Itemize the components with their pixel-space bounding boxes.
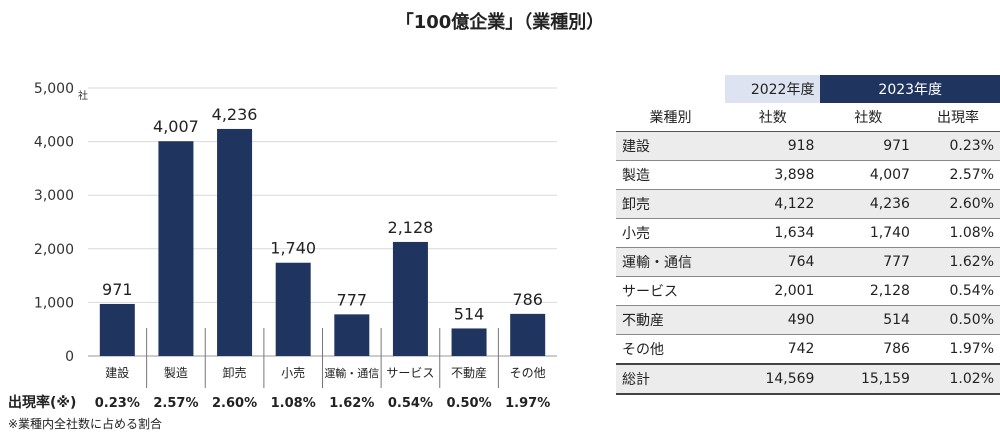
bar-chart: 0 1,000 2,000 3,000 4,000 5,000 社 971 建設 0.23% 4,0… bbox=[8, 81, 557, 411]
table-cell: 971 bbox=[820, 131, 916, 161]
rate-value: 1.08% bbox=[271, 396, 316, 411]
table-cell: 490 bbox=[724, 305, 821, 335]
y-tick-label: 2,000 bbox=[34, 242, 74, 258]
rate-value: 0.23% bbox=[95, 396, 140, 411]
table-cell: 2.57% bbox=[915, 160, 1000, 190]
bar bbox=[451, 328, 487, 356]
table-cell: 0.54% bbox=[915, 276, 1000, 306]
x-tick-label: 建設 bbox=[105, 365, 129, 380]
data-label: 1,740 bbox=[270, 239, 316, 258]
x-tick-label: その他 bbox=[510, 366, 546, 380]
table-cell: 小売 bbox=[616, 218, 725, 248]
x-tick-label: 運輸・通信 bbox=[324, 366, 379, 380]
table-cell: 運輸・通信 bbox=[616, 247, 725, 277]
table-row: 製造 3,898 4,007 2.57% bbox=[616, 160, 1000, 190]
table-row: 小売 1,634 1,740 1.08% bbox=[616, 218, 1000, 248]
data-label: 514 bbox=[454, 304, 485, 323]
x-tick-label: 不動産 bbox=[451, 365, 487, 380]
bar bbox=[217, 128, 253, 356]
table-cell: 製造 bbox=[616, 160, 725, 190]
bar bbox=[334, 314, 370, 356]
table-cell: サービス bbox=[616, 276, 725, 306]
x-tick-label: 小売 bbox=[281, 365, 305, 380]
table-cell: 777 bbox=[820, 247, 916, 277]
rate-value: 2.57% bbox=[153, 396, 198, 411]
column-header: 社数 bbox=[724, 103, 821, 132]
table-cell: 742 bbox=[724, 334, 821, 365]
x-tick-label: 製造 bbox=[164, 366, 188, 380]
table-total-row: 総計 14,569 15,159 1.02% bbox=[616, 363, 1000, 395]
table-cell: 14,569 bbox=[724, 363, 821, 395]
table-row: その他 742 786 1.97% bbox=[616, 334, 1000, 365]
table-cell: 2,001 bbox=[724, 276, 821, 306]
table-cell: 0.50% bbox=[915, 305, 1000, 335]
table-cell: その他 bbox=[616, 334, 725, 365]
table-cell: 2,128 bbox=[820, 276, 916, 306]
table-cell: 3,898 bbox=[724, 160, 821, 190]
table-row: サービス 2,001 2,128 0.54% bbox=[616, 276, 1000, 306]
bar bbox=[99, 303, 135, 356]
x-tick-label: サービス bbox=[386, 366, 434, 380]
table-cell: 15,159 bbox=[820, 363, 916, 395]
table-cell: 1.97% bbox=[915, 334, 1000, 365]
table-cell: 764 bbox=[724, 247, 821, 277]
data-label: 4,236 bbox=[212, 105, 258, 124]
data-label: 777 bbox=[337, 290, 368, 309]
table-row: 建設 918 971 0.23% bbox=[616, 131, 1000, 161]
table-row: 運輸・通信 764 777 1.62% bbox=[616, 247, 1000, 277]
table-cell: 4,236 bbox=[820, 189, 916, 219]
table-cell: 918 bbox=[724, 131, 821, 161]
y-unit-label: 社 bbox=[78, 89, 88, 102]
rate-value: 1.62% bbox=[329, 396, 374, 411]
bar bbox=[158, 141, 194, 356]
table-cell: 不動産 bbox=[616, 305, 725, 335]
table-cell: 卸売 bbox=[616, 189, 725, 219]
bar bbox=[275, 262, 311, 356]
rate-value: 0.50% bbox=[447, 396, 492, 411]
year-2023-header: 2023年度 bbox=[820, 75, 1000, 103]
y-tick-label: 5,000 bbox=[34, 81, 74, 97]
rate-value: 2.60% bbox=[212, 396, 257, 411]
rate-value: 0.54% bbox=[388, 396, 433, 411]
table-cell: 1.02% bbox=[915, 363, 1000, 395]
column-header: 業種別 bbox=[616, 103, 725, 132]
y-tick-label: 1,000 bbox=[34, 295, 74, 311]
data-label: 4,007 bbox=[153, 117, 199, 136]
table-cell: 2.60% bbox=[915, 189, 1000, 219]
table-cell: 4,122 bbox=[724, 189, 821, 219]
y-tick-label: 3,000 bbox=[34, 188, 74, 204]
table-cell: 1.62% bbox=[915, 247, 1000, 277]
table-row: 卸売 4,122 4,236 2.60% bbox=[616, 189, 1000, 219]
table-cell: 786 bbox=[820, 334, 916, 365]
year-2022-header: 2022年度 bbox=[724, 75, 821, 103]
y-tick-label: 4,000 bbox=[34, 135, 74, 151]
table-cell: 総計 bbox=[616, 363, 725, 395]
table-cell: 1,634 bbox=[724, 218, 821, 248]
chart-title: 「100億企業」（業種別） bbox=[395, 12, 605, 33]
table-row: 不動産 490 514 0.50% bbox=[616, 305, 1000, 335]
rate-row-label: 出現率(※) bbox=[8, 394, 76, 411]
data-label: 971 bbox=[102, 280, 133, 299]
table-cell: 建設 bbox=[616, 131, 725, 161]
table-cell: 514 bbox=[820, 305, 916, 335]
data-label: 786 bbox=[512, 290, 543, 309]
table-cell: 1.08% bbox=[915, 218, 1000, 248]
y-tick-label: 0 bbox=[65, 349, 74, 365]
data-table: 2022年度 2023年度 業種別 社数 社数 出現率 建設 918 971 0… bbox=[616, 75, 1000, 395]
table-cell: 0.23% bbox=[915, 131, 1000, 161]
table-cell: 4,007 bbox=[820, 160, 916, 190]
column-header-row: 業種別 社数 社数 出現率 bbox=[616, 103, 1000, 132]
table-cell: 1,740 bbox=[820, 218, 916, 248]
footnote: ※業種内全社数に占める割合 bbox=[8, 417, 163, 431]
column-header: 出現率 bbox=[915, 103, 1000, 132]
data-label: 2,128 bbox=[388, 218, 434, 237]
bar bbox=[392, 241, 428, 356]
column-header: 社数 bbox=[820, 103, 916, 132]
x-tick-label: 卸売 bbox=[223, 365, 247, 380]
bar bbox=[510, 313, 546, 356]
rate-value: 1.97% bbox=[505, 396, 550, 411]
